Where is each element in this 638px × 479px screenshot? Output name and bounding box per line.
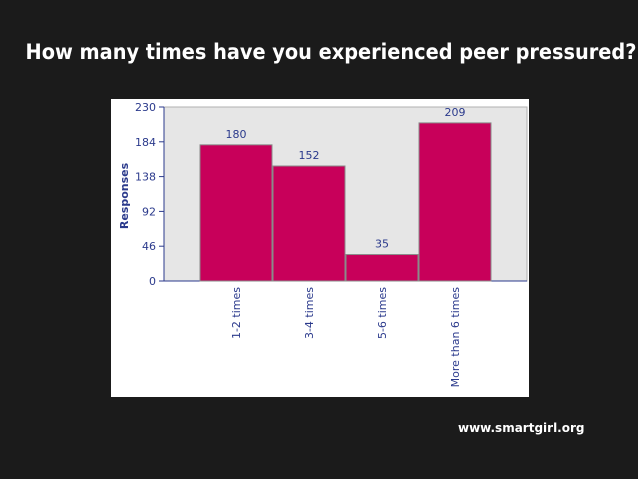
bar-chart: Responses 0 46 92 138 184 230 180 152 35 209 1-2… — [118, 101, 528, 388]
bar — [272, 165, 346, 282]
y-tick-label: 230 — [135, 101, 156, 114]
y-tick-label: 92 — [142, 205, 156, 218]
y-tick-label: 0 — [149, 275, 156, 288]
bars — [199, 122, 492, 282]
bar-value-label: 152 — [299, 149, 320, 162]
y-tick-label: 138 — [135, 171, 156, 184]
slide-title: How many times have you experienced peer… — [25, 40, 637, 64]
bar — [418, 122, 492, 282]
source-url: www.smartgirl.org — [458, 421, 585, 435]
bar-value-label: 209 — [445, 106, 466, 119]
bar-value-label: 35 — [375, 238, 389, 251]
chart-panel: Responses 0 46 92 138 184 230 180 152 35 209 1-2… — [111, 99, 529, 397]
y-tick-label: 184 — [135, 136, 156, 149]
x-tick-label: More than 6 times — [449, 287, 462, 388]
y-tick-label: 46 — [142, 240, 156, 253]
x-axis-labels: 1-2 times 3-4 times 5-6 times More than 6 t… — [230, 287, 462, 388]
x-tick-label: 1-2 times — [230, 287, 243, 339]
bar — [345, 254, 419, 282]
y-axis-ticks: 0 46 92 138 184 230 — [135, 101, 164, 288]
value-labels: 180 152 35 209 — [226, 106, 466, 251]
y-axis-title: Responses — [118, 162, 131, 229]
bar-value-label: 180 — [226, 128, 247, 141]
bar — [199, 144, 273, 282]
x-tick-label: 5-6 times — [376, 287, 389, 339]
x-tick-label: 3-4 times — [303, 287, 316, 339]
